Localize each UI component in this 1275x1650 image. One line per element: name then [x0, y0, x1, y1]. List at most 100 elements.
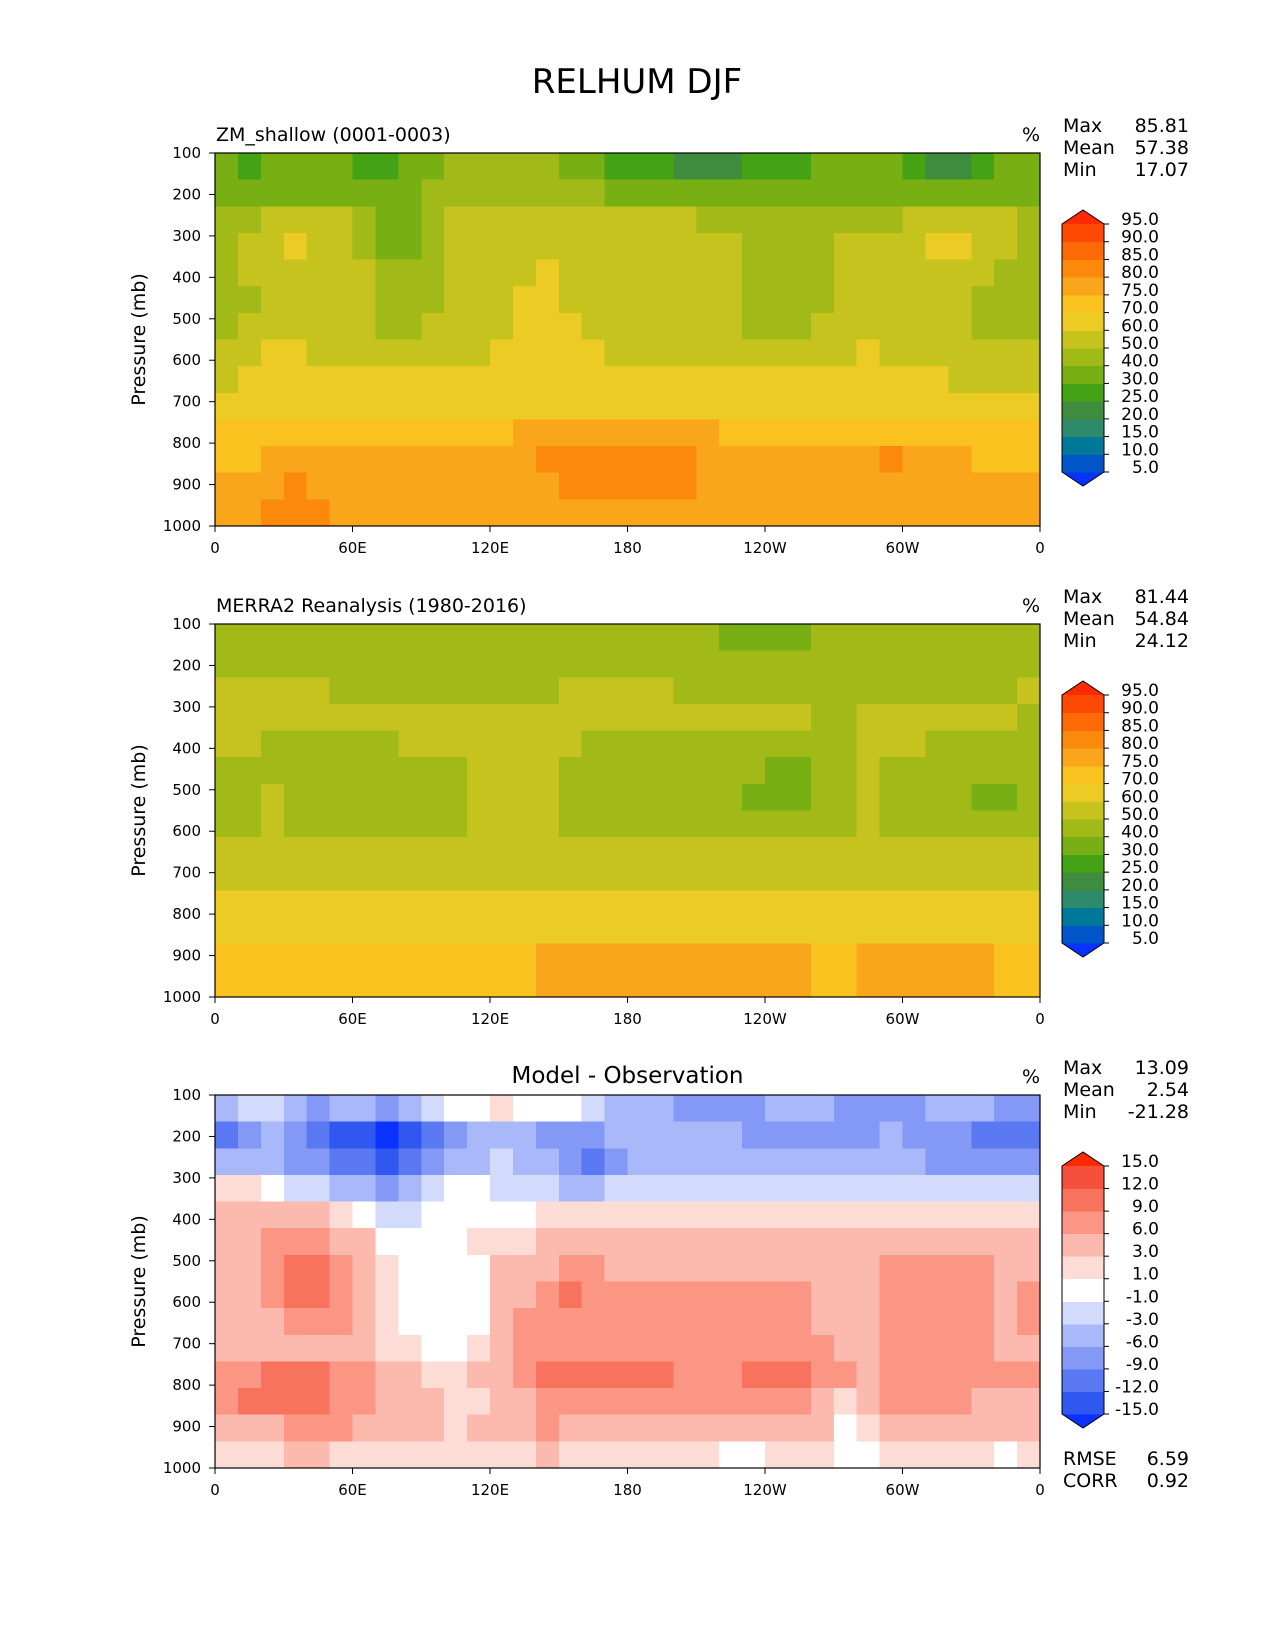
heatmap-cell	[444, 1201, 468, 1229]
heatmap-cell	[856, 917, 881, 945]
heatmap-cell	[742, 339, 766, 367]
heatmap-cell	[490, 730, 514, 758]
heatmap-cell	[512, 392, 537, 421]
heatmap-cell	[329, 1174, 354, 1203]
heatmap-cell	[765, 259, 789, 287]
heatmap-cell	[650, 286, 674, 314]
heatmap-cell	[627, 392, 652, 421]
heatmap-cell	[925, 312, 949, 341]
heatmap-cell	[742, 650, 766, 678]
heatmap-cell	[925, 392, 949, 421]
colorbar-segment	[1062, 1368, 1104, 1392]
heatmap-cell	[925, 1441, 949, 1469]
heatmap-cell	[787, 472, 812, 500]
heatmap-cell	[421, 810, 445, 838]
heatmap-cell	[696, 472, 720, 500]
heatmap-cell	[581, 259, 606, 287]
heatmap-cell	[260, 703, 285, 732]
heatmap-cell	[375, 1334, 399, 1363]
heatmap-cell	[215, 1201, 239, 1229]
heatmap-cell	[650, 783, 674, 812]
x-tick-label: 0	[210, 1010, 220, 1028]
heatmap-cell	[902, 730, 927, 758]
heatmap-cell	[421, 1308, 445, 1336]
heatmap-cell	[650, 970, 674, 998]
heatmap-cell	[352, 1095, 377, 1123]
heatmap-cell	[490, 1121, 514, 1149]
heatmap-cell	[558, 1121, 583, 1149]
heatmap-cell	[215, 677, 239, 705]
heatmap-cell	[1017, 1281, 1041, 1309]
heatmap-cell	[833, 1361, 858, 1389]
heatmap-cell	[856, 232, 881, 261]
heatmap-cell	[604, 810, 629, 838]
heatmap-cell	[283, 1441, 308, 1469]
heatmap-cell	[512, 499, 537, 527]
heatmap-cell	[765, 1148, 789, 1176]
heatmap-cell	[627, 1308, 652, 1336]
heatmap-cell	[375, 703, 399, 732]
heatmap-cell	[971, 863, 995, 892]
heatmap-cell	[375, 179, 399, 207]
heatmap-cell	[352, 1121, 377, 1149]
heatmap-cell	[1017, 392, 1041, 421]
colorbar-segment	[1062, 765, 1104, 785]
stat-value: 54.84	[1135, 608, 1189, 630]
heatmap-cell	[902, 703, 927, 732]
heatmap-cell	[925, 730, 949, 758]
heatmap-cell	[810, 1254, 835, 1283]
heatmap-cell	[283, 1201, 308, 1229]
heatmap-cell	[421, 783, 445, 812]
heatmap-cell	[306, 624, 331, 652]
heatmap-cell	[237, 232, 262, 261]
heatmap-cell	[490, 259, 514, 287]
heatmap-cell	[948, 1201, 972, 1229]
heatmap-cell	[283, 339, 308, 367]
heatmap-cell	[971, 472, 995, 500]
heatmap-cell	[215, 650, 239, 678]
colorbar-segment	[1062, 401, 1104, 420]
heatmap-cell	[604, 1121, 629, 1149]
heatmap-cell	[765, 1228, 789, 1256]
heatmap-cell	[604, 1441, 629, 1469]
heatmap-cell	[810, 943, 835, 971]
heatmap-cell	[237, 1254, 262, 1283]
heatmap-cell	[215, 1148, 239, 1176]
heatmap-cell	[696, 1361, 720, 1389]
heatmap-cell	[925, 1308, 949, 1336]
heatmap-cell	[398, 499, 422, 527]
heatmap-cell	[237, 943, 262, 971]
heatmap-cell	[719, 783, 743, 812]
heatmap-cell	[306, 366, 331, 394]
heatmap-cell	[558, 232, 583, 261]
y-tick-label: 300	[172, 1169, 201, 1187]
heatmap-cell	[696, 650, 720, 678]
heatmap-cell	[856, 153, 881, 181]
heatmap-cell	[879, 1308, 904, 1336]
heatmap-cell	[879, 757, 904, 785]
colorbar: -15.0-12.0-9.0-6.0-3.0-1.01.03.06.09.012…	[1061, 1151, 1159, 1429]
heatmap-cell	[902, 943, 927, 971]
heatmap-cell	[237, 624, 262, 652]
heatmap-cell	[352, 259, 377, 287]
heatmap-cell	[650, 730, 674, 758]
heatmap-cell	[490, 943, 514, 971]
heatmap-cell	[879, 783, 904, 812]
heatmap-cell	[604, 970, 629, 998]
heatmap-cell	[237, 703, 262, 732]
heatmap-cell	[719, 1414, 743, 1442]
heatmap-cell	[833, 1308, 858, 1336]
y-tick-label: 100	[172, 615, 201, 633]
heatmap-cell	[558, 1174, 583, 1203]
heatmap-cell	[604, 286, 629, 314]
heatmap-cell	[627, 312, 652, 341]
heatmap-cell	[902, 392, 927, 421]
heatmap-cell	[260, 312, 285, 341]
heatmap-cell	[535, 392, 560, 421]
heatmap-cell	[787, 499, 812, 527]
x-tick-label: 0	[210, 539, 220, 557]
heatmap-cell	[902, 1148, 927, 1176]
heatmap-cell	[490, 1388, 514, 1416]
heatmap-cell	[971, 499, 995, 527]
heatmap-cell	[283, 1121, 308, 1149]
